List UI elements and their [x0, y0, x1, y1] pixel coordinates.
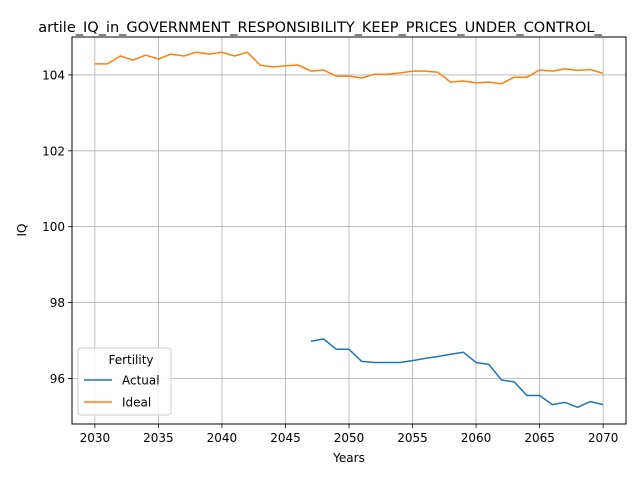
x-tick-label: 2055 [397, 431, 428, 445]
x-axis-ticks: 2030 2035 2040 2045 2050 2055 2060 2065 2070 [80, 424, 619, 445]
x-tick-label: 2040 [207, 431, 238, 445]
y-axis-ticks: 96 98 100 102 104 [42, 68, 72, 386]
x-tick-label: 2060 [461, 431, 492, 445]
y-tick-label: 102 [42, 144, 65, 158]
y-tick-label: 96 [50, 372, 65, 386]
chart-title: artile_IQ_in_GOVERNMENT_RESPONSIBILITY_K… [38, 20, 602, 36]
series-line-actual [310, 338, 604, 409]
y-axis-label: IQ [15, 224, 29, 237]
legend-title: Fertility [108, 353, 153, 367]
legend-label-actual: Actual [122, 374, 160, 388]
legend-box [77, 347, 172, 416]
y-tick-label: 104 [42, 68, 65, 82]
x-tick-label: 2065 [524, 431, 555, 445]
x-axis-label: Years [332, 451, 365, 465]
y-tick-label: 100 [42, 220, 65, 234]
y-tick-label: 98 [50, 296, 65, 310]
x-tick-label: 2070 [588, 431, 619, 445]
legend: Fertility Actual Ideal [77, 347, 172, 416]
x-tick-label: 2035 [143, 431, 174, 445]
x-tick-label: 2050 [334, 431, 365, 445]
series-line-ideal [94, 51, 604, 85]
grid-lines [72, 37, 626, 424]
x-tick-label: 2030 [80, 431, 111, 445]
series-lines [94, 51, 604, 409]
legend-label-ideal: Ideal [122, 396, 151, 410]
x-tick-label: 2045 [270, 431, 301, 445]
